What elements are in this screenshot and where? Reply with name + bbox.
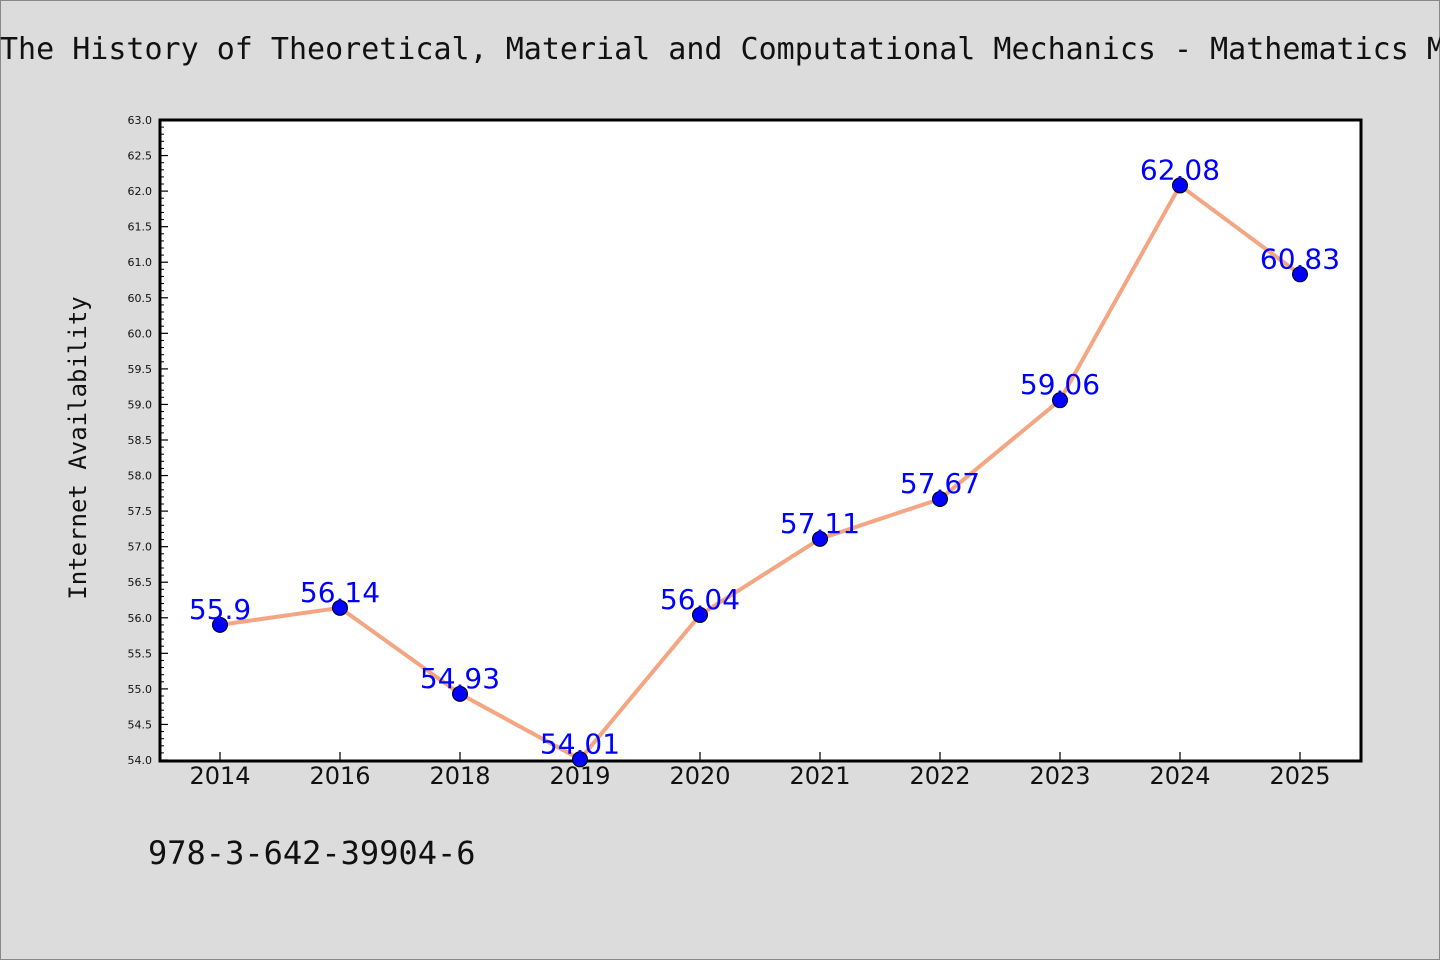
y-tick-label: 58.5 [128, 434, 153, 447]
data-point [932, 491, 948, 508]
y-tick-label: 60.5 [128, 292, 153, 305]
data-labels: 55.9 56.14 54.93 54.01 56.04 57.11 57.67 59.06 6… [189, 153, 1340, 760]
isbn-text: 978-3-642-39904-6 [148, 834, 476, 872]
x-tick-label: 2023 [1029, 762, 1090, 790]
y-tick-label: 61.0 [128, 256, 153, 269]
data-point [452, 685, 468, 702]
data-label: 54.01 [540, 727, 620, 760]
data-label: 57.67 [900, 467, 980, 500]
y-tick-label: 55.0 [128, 683, 153, 696]
y-tick-label: 63.0 [128, 114, 153, 127]
data-point [332, 599, 348, 616]
y-tick-label: 62.0 [128, 185, 153, 198]
data-point [212, 616, 228, 633]
y-tick-label: 62.5 [128, 150, 153, 163]
y-tick-label: 55.5 [128, 647, 153, 660]
data-label: 62.08 [1140, 153, 1220, 186]
data-label: 57.11 [780, 507, 860, 540]
y-axis-title: Internet Availability [64, 296, 92, 599]
data-label: 54.93 [420, 662, 500, 695]
y-tick-label: 57.0 [128, 541, 153, 554]
y-tick-label: 54.5 [128, 718, 153, 731]
data-point [1052, 392, 1068, 409]
chart-title: The History of Theoretical, Material and… [0, 32, 1440, 67]
x-tick-label: 2022 [909, 762, 970, 790]
data-label: 60.83 [1260, 242, 1340, 275]
y-tick-label: 54.0 [128, 754, 153, 767]
x-axis: 2014 2016 2018 2019 2020 2021 2022 2023 2024 2025 [189, 752, 1331, 790]
series-line [219, 183, 1302, 762]
x-tick-label: 2021 [789, 762, 850, 790]
y-tick-label: 58.0 [128, 470, 153, 483]
data-point [572, 751, 588, 768]
x-tick-label: 2024 [1149, 762, 1210, 790]
x-tick-label: 2016 [309, 762, 370, 790]
y-tick-label: 59.0 [128, 398, 153, 411]
data-markers [212, 177, 1308, 768]
y-tick-label: 56.5 [128, 576, 153, 589]
y-axis: 54.0 54.5 55.0 55.5 56.0 56.5 57.0 57.5 58.0 58.5… [128, 114, 168, 767]
x-tick-label: 2018 [429, 762, 490, 790]
y-tick-label: 59.5 [128, 363, 153, 376]
data-label: 56.14 [300, 576, 380, 609]
data-point [1172, 177, 1188, 194]
x-tick-label: 2020 [669, 762, 730, 790]
y-tick-label: 60.0 [128, 327, 153, 340]
x-tick-label: 2025 [1269, 762, 1330, 790]
data-label: 59.06 [1020, 368, 1100, 401]
data-point [812, 530, 828, 547]
data-point [1292, 266, 1308, 283]
y-tick-label: 56.0 [128, 612, 153, 625]
y-tick-label: 57.5 [128, 505, 153, 518]
y-tick-label: 61.5 [128, 221, 153, 234]
x-tick-label: 2014 [189, 762, 250, 790]
data-point [692, 606, 708, 623]
data-label: 55.9 [189, 593, 251, 626]
plot-area [158, 118, 1363, 763]
data-label: 56.04 [660, 583, 740, 616]
